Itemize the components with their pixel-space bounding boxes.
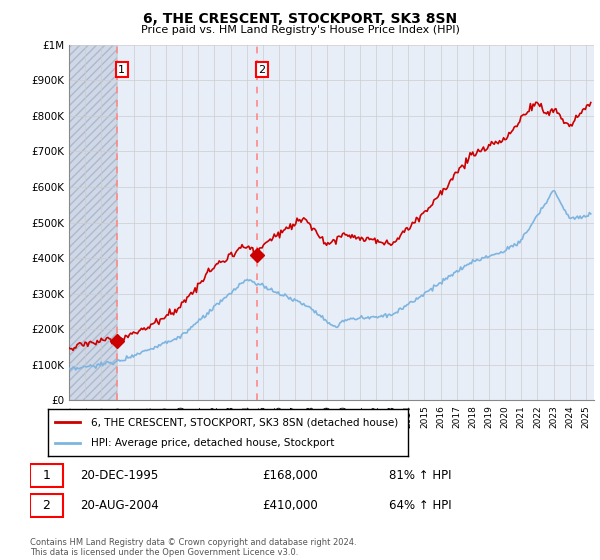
Text: 64% ↑ HPI: 64% ↑ HPI (389, 499, 451, 512)
Text: 6, THE CRESCENT, STOCKPORT, SK3 8SN: 6, THE CRESCENT, STOCKPORT, SK3 8SN (143, 12, 457, 26)
Text: Contains HM Land Registry data © Crown copyright and database right 2024.
This d: Contains HM Land Registry data © Crown c… (30, 538, 356, 557)
Text: 81% ↑ HPI: 81% ↑ HPI (389, 469, 451, 482)
Text: 2: 2 (43, 499, 50, 512)
Text: £168,000: £168,000 (262, 469, 317, 482)
Text: 1: 1 (118, 65, 125, 74)
Text: Price paid vs. HM Land Registry's House Price Index (HPI): Price paid vs. HM Land Registry's House … (140, 25, 460, 35)
Text: 1: 1 (43, 469, 50, 482)
Text: 6, THE CRESCENT, STOCKPORT, SK3 8SN (detached house): 6, THE CRESCENT, STOCKPORT, SK3 8SN (det… (91, 417, 398, 427)
Text: HPI: Average price, detached house, Stockport: HPI: Average price, detached house, Stoc… (91, 438, 335, 448)
Text: 2: 2 (259, 65, 265, 74)
Text: £410,000: £410,000 (262, 499, 317, 512)
Text: 20-DEC-1995: 20-DEC-1995 (80, 469, 158, 482)
Text: 20-AUG-2004: 20-AUG-2004 (80, 499, 158, 512)
